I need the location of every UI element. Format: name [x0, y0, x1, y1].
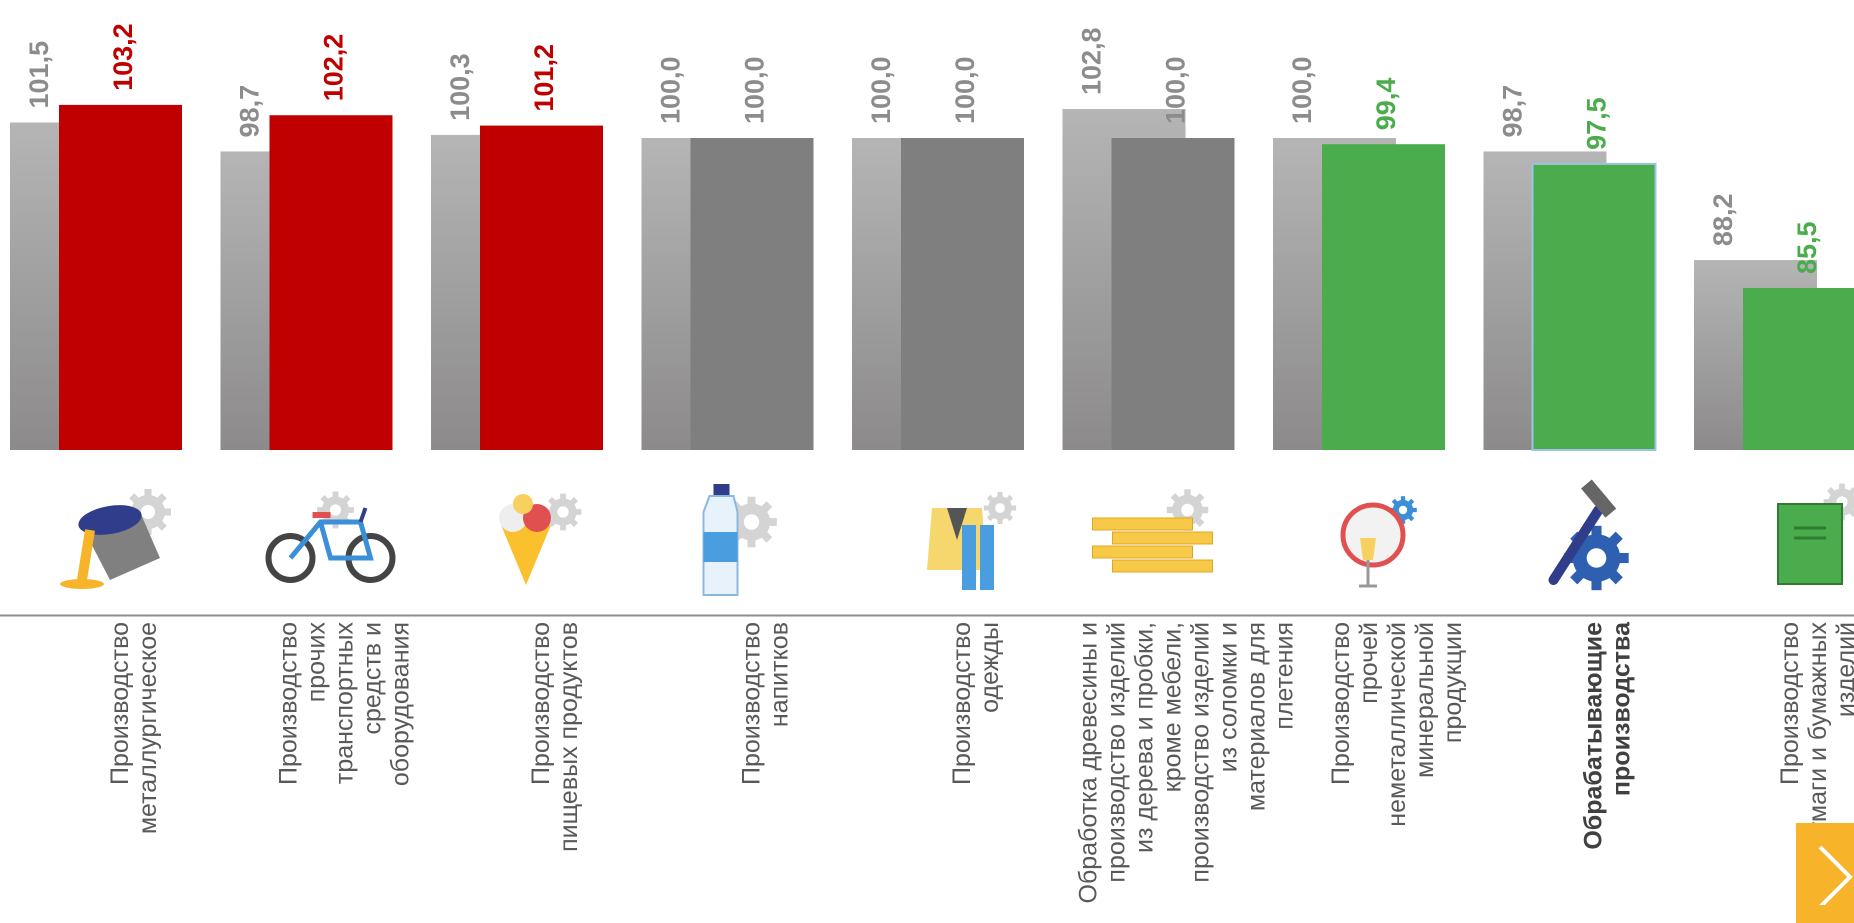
- category-label-6-line-3: из дерева и пробки,: [1131, 622, 1159, 853]
- metallurgy-icon: [60, 489, 171, 589]
- category-label-6-line-2: производство изделий: [1103, 622, 1131, 883]
- category-label-2-line-3: транспортных: [331, 622, 359, 785]
- category-label-8-line-2: производства: [1608, 621, 1636, 796]
- gear-icon: [983, 491, 1017, 525]
- category-label-2-line-5: оборудования: [387, 622, 415, 786]
- category-label-6-line-6: из соломки и: [1215, 622, 1243, 772]
- chevron-right-icon: [1818, 845, 1853, 905]
- category-label-7-line-1: Производство: [1327, 622, 1355, 785]
- category-label-3-line-2: пищевых продуктов: [555, 622, 583, 852]
- category-label-2-line-1: Производство: [275, 622, 303, 785]
- bar-current-9: [1743, 288, 1854, 450]
- bar-current-1: [59, 104, 182, 451]
- value-label-previous-3: 100,3: [445, 53, 475, 121]
- value-label-previous-5: 100,0: [866, 56, 896, 124]
- gear-icon: [1564, 525, 1629, 591]
- category-label-7-line-4: минеральной: [1411, 622, 1439, 778]
- bar-current-6: [1111, 138, 1235, 450]
- hammer-gear-icon: [1548, 479, 1629, 591]
- value-label-previous-1: 101,5: [24, 41, 54, 109]
- category-label-4-line-2: напитков: [766, 622, 794, 727]
- water-bottle-icon: [702, 484, 777, 596]
- value-label-current-9: 85,5: [1792, 221, 1822, 274]
- category-label-1-line-2: металлургическое: [134, 622, 162, 834]
- category-label-5-line-1: Производство: [948, 622, 976, 785]
- category-label-9-line-1: Производство: [1776, 622, 1804, 785]
- value-label-current-1: 103,2: [108, 23, 138, 91]
- value-label-current-2: 102,2: [319, 34, 349, 102]
- value-label-current-3: 101,2: [529, 44, 559, 112]
- value-label-current-4: 100,0: [740, 56, 770, 124]
- bar-current-2: [269, 115, 393, 450]
- value-label-current-8: 97,5: [1582, 97, 1612, 150]
- category-label-3-line-1: Производство: [527, 622, 555, 785]
- value-label-previous-2: 98,7: [235, 85, 265, 138]
- clothing-icon: [927, 491, 1017, 590]
- category-label-5-line-2: одежды: [976, 622, 1004, 713]
- value-label-current-7: 99,4: [1371, 78, 1401, 131]
- category-label-9-line-3: изделий: [1832, 622, 1854, 717]
- category-label-1-line-1: Производство: [106, 622, 134, 785]
- gear-icon: [544, 493, 582, 531]
- bar-current-4: [690, 138, 814, 450]
- bar-current-7: [1322, 144, 1445, 450]
- bicycle-icon: [265, 491, 396, 583]
- category-label-7-line-5: продукции: [1439, 622, 1467, 743]
- value-label-previous-7: 100,0: [1287, 56, 1317, 124]
- category-label-7-line-3: неметаллической: [1383, 622, 1411, 827]
- mirror-glass-icon: [1340, 496, 1417, 588]
- value-label-current-6: 100,0: [1161, 56, 1191, 124]
- category-label-6-line-5: производство изделий: [1187, 622, 1215, 883]
- value-label-current-5: 100,0: [950, 56, 980, 124]
- bar-current-8: [1531, 162, 1657, 452]
- category-label-2-line-4: средств и: [359, 622, 387, 735]
- category-label-8-line-1: Обрабатывающие: [1580, 622, 1608, 850]
- category-label-2-line-2: прочих: [303, 622, 331, 703]
- category-label-7-line-2: прочей: [1355, 622, 1383, 704]
- value-label-previous-6: 102,8: [1077, 27, 1107, 95]
- value-label-previous-8: 98,7: [1498, 85, 1528, 138]
- category-label-9-line-2: бумаги и бумажных: [1804, 622, 1832, 849]
- category-label-6-line-8: плетения: [1271, 622, 1299, 730]
- category-label-6-line-4: кроме мебели,: [1159, 622, 1187, 792]
- wood-planks-icon: [1092, 489, 1213, 573]
- category-label-6-line-7: материалов для: [1243, 622, 1271, 811]
- category-label-4-line-1: Производство: [738, 622, 766, 785]
- value-label-previous-4: 100,0: [656, 56, 686, 124]
- next-button[interactable]: [1796, 823, 1854, 923]
- value-label-previous-9: 88,2: [1708, 194, 1738, 247]
- bar-current-5: [901, 138, 1024, 450]
- bar-current-3: [480, 125, 603, 450]
- ice-cream-icon: [499, 493, 582, 585]
- category-label-6-line-1: Обработка древесины и: [1075, 622, 1103, 903]
- book-icon: [1777, 483, 1854, 585]
